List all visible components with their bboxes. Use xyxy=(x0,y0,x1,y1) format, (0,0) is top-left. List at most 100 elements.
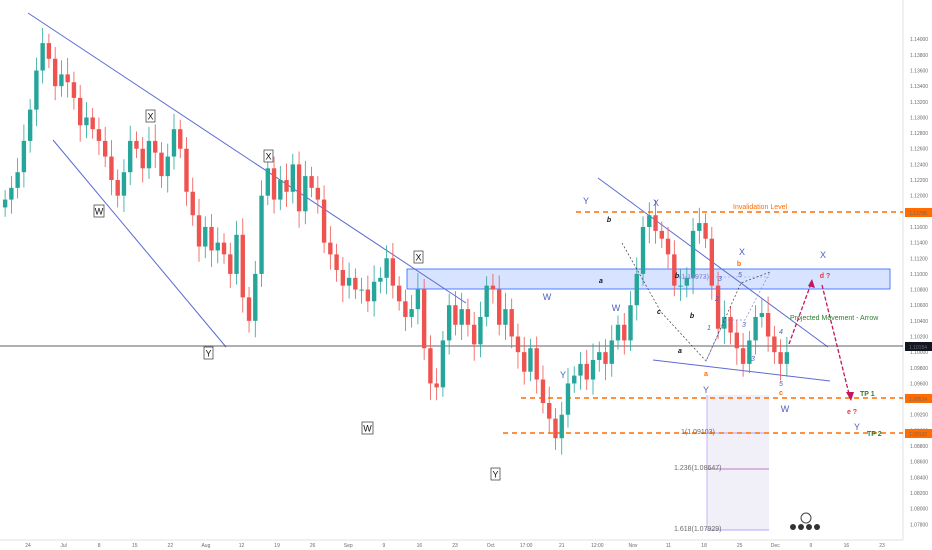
candle-body xyxy=(465,309,471,325)
svg-text:b: b xyxy=(607,217,612,224)
wave-label-blue: W X Y X Y W Y W xyxy=(543,196,790,414)
svg-text:2: 2 xyxy=(714,296,719,303)
fib-extension-region xyxy=(707,395,769,530)
candle-body xyxy=(503,309,508,325)
x-tick-label: 11 xyxy=(666,543,671,549)
svg-text:W: W xyxy=(781,404,790,414)
candle-body xyxy=(734,332,740,349)
y-tick-label: 1.08400 xyxy=(910,475,928,481)
y-tick-label: 1.11000 xyxy=(910,272,928,278)
x-tick-label: Jul xyxy=(60,543,66,549)
fib-1-label: 1(1.09103) xyxy=(681,429,715,436)
candle-body xyxy=(27,109,33,141)
candle-body xyxy=(772,336,777,353)
candle-body xyxy=(759,313,765,317)
fib-1618-label: 1.618(1.07929) xyxy=(674,526,721,533)
x-tick-label: 18 xyxy=(701,543,707,549)
wave-label-orange: b a c xyxy=(704,261,783,397)
candle-body xyxy=(565,383,571,415)
candle-body xyxy=(753,316,758,341)
candle-body xyxy=(478,316,483,345)
candle-body xyxy=(778,352,783,364)
time-axis[interactable]: 24 Jul 8 15 22 Aug 12 19 26 Sep 9 16 23 Oct 17:00 21 12:… xyxy=(25,543,885,549)
y-tick-label: 1.09600 xyxy=(910,381,928,387)
wave-label-blue-small: 1 2 3 3 4 5 5 3 xyxy=(707,272,783,388)
x-tick-label: 16 xyxy=(844,543,850,549)
candle-body xyxy=(440,340,446,388)
x-tick-label: Sep xyxy=(344,543,353,549)
projection-arrow-2[interactable] xyxy=(821,284,851,399)
candle-body xyxy=(140,148,145,169)
candle-body xyxy=(647,215,652,227)
lower-channel-line[interactable] xyxy=(52,139,227,348)
svg-text:a: a xyxy=(704,371,708,378)
svg-text:Y: Y xyxy=(205,349,211,359)
svg-text:5: 5 xyxy=(779,381,783,388)
tp1-price-text: 1.09524 xyxy=(909,397,927,403)
candle-body xyxy=(672,254,677,286)
svg-text:Y: Y xyxy=(492,470,498,480)
candle-body xyxy=(228,254,233,274)
wave-label-black-small: a b a b c b xyxy=(599,217,695,355)
candle-body xyxy=(634,273,639,306)
candle-body xyxy=(378,277,383,282)
x-tick-label: 16 xyxy=(417,543,423,549)
candle-body xyxy=(628,305,633,341)
candle-body xyxy=(271,168,277,200)
projected-movement-label: Projected Movement - Arrow xyxy=(790,315,879,322)
candle-body xyxy=(615,324,621,341)
candle-body xyxy=(622,324,627,341)
fib-0618-label: (1.10973) xyxy=(679,274,709,281)
x-tick-label: Oct xyxy=(487,543,495,549)
candle-body xyxy=(709,238,715,286)
candle-body xyxy=(690,230,696,278)
candle-body xyxy=(740,348,746,364)
svg-text:X: X xyxy=(739,247,745,257)
candle-body xyxy=(346,277,352,286)
candle-body xyxy=(40,43,45,71)
candle-body xyxy=(528,348,533,372)
candle-body xyxy=(278,180,283,200)
x-tick-label: 9 xyxy=(382,543,385,549)
candle-body xyxy=(146,140,152,169)
candle-body xyxy=(471,324,477,345)
x-tick-label: 19 xyxy=(274,543,280,549)
y-tick-label: 1.09800 xyxy=(910,366,928,372)
candle-body xyxy=(340,270,346,286)
candle-body xyxy=(497,289,502,325)
candlesticks[interactable] xyxy=(2,27,790,455)
x-tick-label: 22 xyxy=(168,543,174,549)
x-tick-label: 12 xyxy=(239,543,245,549)
y-tick-label: 1.10400 xyxy=(910,319,928,325)
svg-text:Y: Y xyxy=(560,370,566,380)
y-tick-label: 1.13400 xyxy=(910,84,928,90)
candle-body xyxy=(284,180,289,192)
svg-text:W: W xyxy=(543,292,552,302)
candle-body xyxy=(165,156,170,177)
candle-body xyxy=(584,363,589,380)
candle-body xyxy=(71,82,77,98)
wave-label-boxed: X X W Y X W Y xyxy=(93,109,501,481)
candle-body xyxy=(221,242,227,255)
y-tick-label: 1.13600 xyxy=(910,69,928,75)
x-tick-label: 26 xyxy=(310,543,316,549)
candle-body xyxy=(321,199,327,243)
candle-body xyxy=(290,164,295,192)
blue-zone-rectangle[interactable] xyxy=(406,268,891,290)
svg-text:W: W xyxy=(95,207,104,217)
projection-arrow-1[interactable] xyxy=(788,280,813,345)
y-tick-label: 1.08600 xyxy=(910,460,928,466)
candle-body xyxy=(315,187,321,200)
svg-text:a: a xyxy=(678,348,682,355)
candle-body xyxy=(765,313,771,337)
candle-body xyxy=(246,297,252,321)
candle-body xyxy=(434,383,439,388)
candle-body xyxy=(359,289,364,291)
tp2-badge: 1.09102 xyxy=(905,429,932,438)
candle-body xyxy=(409,309,414,317)
tp2-price-text: 1.09102 xyxy=(909,432,927,438)
candle-body xyxy=(403,301,408,317)
y-tick-label: 1.07800 xyxy=(910,522,928,528)
descending-channel-lower[interactable] xyxy=(652,359,831,382)
